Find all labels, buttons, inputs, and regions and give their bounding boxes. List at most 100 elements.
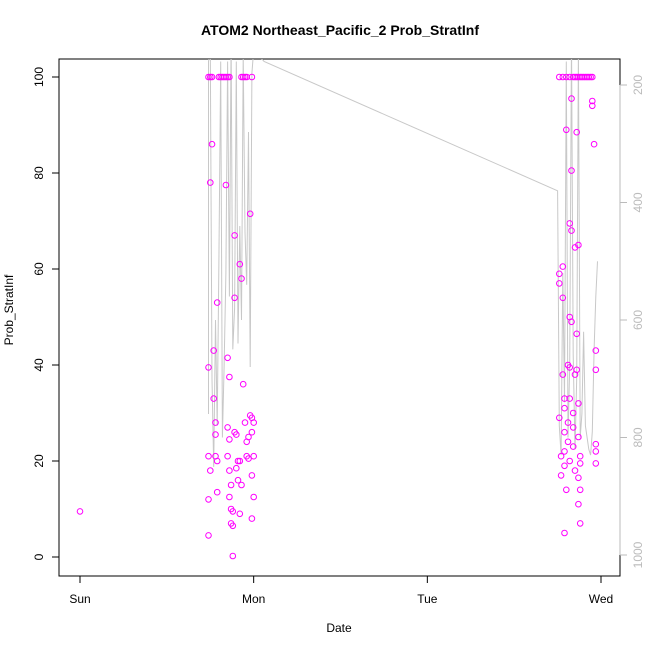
data-point bbox=[76, 508, 84, 515]
data-point bbox=[569, 409, 577, 417]
data-point bbox=[210, 395, 217, 402]
x-tick-label: Sun bbox=[69, 592, 90, 606]
data-point bbox=[589, 97, 596, 105]
data-point bbox=[213, 457, 221, 465]
data-point bbox=[248, 73, 256, 81]
data-point bbox=[564, 438, 572, 446]
data-point bbox=[250, 452, 257, 460]
data-point bbox=[234, 457, 242, 465]
data-point bbox=[233, 431, 240, 438]
data-point bbox=[248, 472, 256, 479]
data-point bbox=[559, 294, 567, 302]
data-point bbox=[561, 462, 568, 470]
data-point bbox=[576, 452, 584, 460]
data-point bbox=[561, 529, 568, 537]
data-point bbox=[205, 496, 212, 503]
data-point bbox=[233, 464, 240, 472]
data-point bbox=[576, 486, 584, 494]
data-point bbox=[573, 330, 581, 338]
data-point bbox=[569, 424, 577, 431]
data-point bbox=[227, 481, 235, 489]
y2-tick-label: 1000 bbox=[631, 541, 645, 568]
data-point bbox=[559, 371, 567, 378]
data-point bbox=[205, 364, 212, 371]
data-point bbox=[212, 431, 219, 438]
data-point bbox=[248, 515, 256, 522]
data-point bbox=[561, 404, 568, 412]
x-axis-label: Date bbox=[326, 621, 352, 635]
data-point bbox=[592, 366, 600, 374]
data-point bbox=[556, 280, 563, 287]
pressure-line bbox=[208, 59, 598, 467]
data-point bbox=[563, 73, 570, 81]
data-point bbox=[236, 510, 244, 518]
data-point bbox=[213, 299, 221, 306]
data-point bbox=[250, 419, 257, 426]
data-point bbox=[205, 73, 212, 81]
chart-title: ATOM2 Northeast_Pacific_2 Prob_StratInf bbox=[201, 22, 479, 38]
data-point bbox=[246, 210, 254, 218]
data-point bbox=[564, 419, 572, 426]
data-point bbox=[236, 260, 244, 268]
data-point bbox=[248, 428, 256, 436]
data-point bbox=[592, 440, 600, 448]
data-point bbox=[245, 455, 252, 462]
data-point bbox=[556, 270, 563, 278]
data-point bbox=[576, 460, 584, 467]
plot-frame bbox=[58, 58, 621, 577]
data-point bbox=[569, 443, 577, 450]
data-point bbox=[592, 460, 600, 467]
data-point bbox=[207, 179, 214, 186]
data-point bbox=[224, 452, 231, 460]
data-point bbox=[205, 532, 212, 539]
data-point bbox=[589, 73, 596, 81]
data-point bbox=[229, 522, 237, 530]
data-point bbox=[239, 380, 247, 388]
data-point bbox=[573, 128, 581, 136]
data-point bbox=[241, 419, 249, 426]
data-point bbox=[224, 73, 231, 81]
data-point bbox=[575, 474, 582, 482]
data-point bbox=[226, 73, 233, 81]
data-point bbox=[561, 428, 568, 436]
data-point bbox=[205, 452, 212, 460]
data-point bbox=[568, 95, 575, 102]
data-point bbox=[224, 354, 231, 362]
data-point bbox=[592, 347, 600, 354]
y-tick-label: 0 bbox=[32, 553, 46, 560]
data-point bbox=[226, 493, 233, 501]
data-point bbox=[222, 181, 230, 189]
y2-tick-label: 400 bbox=[631, 192, 645, 212]
y-tick-label: 80 bbox=[32, 166, 46, 180]
data-point bbox=[238, 275, 245, 282]
data-point bbox=[576, 520, 584, 527]
data-point bbox=[208, 140, 216, 148]
y-tick-label: 20 bbox=[32, 454, 46, 468]
data-point bbox=[592, 448, 600, 455]
y2-tick-label: 800 bbox=[631, 427, 645, 447]
data-point bbox=[557, 452, 565, 460]
data-point bbox=[573, 366, 581, 374]
data-point bbox=[226, 373, 233, 381]
data-point bbox=[226, 436, 233, 443]
data-point bbox=[234, 476, 242, 484]
data-point bbox=[210, 347, 217, 354]
data-point bbox=[556, 414, 563, 422]
data-point bbox=[589, 102, 596, 110]
data-point bbox=[571, 467, 579, 474]
x-tick-label: Mon bbox=[242, 592, 265, 606]
data-point bbox=[224, 424, 231, 431]
y-tick-label: 60 bbox=[32, 262, 46, 276]
data-point bbox=[561, 448, 568, 455]
data-point bbox=[575, 433, 582, 441]
y-tick-label: 40 bbox=[32, 358, 46, 372]
data-point bbox=[207, 467, 214, 474]
data-point bbox=[212, 419, 219, 426]
data-point bbox=[575, 500, 582, 508]
x-tick-label: Wed bbox=[589, 592, 613, 606]
data-point bbox=[575, 241, 582, 249]
data-point bbox=[563, 126, 570, 134]
data-point bbox=[566, 457, 574, 465]
data-point bbox=[229, 552, 237, 560]
